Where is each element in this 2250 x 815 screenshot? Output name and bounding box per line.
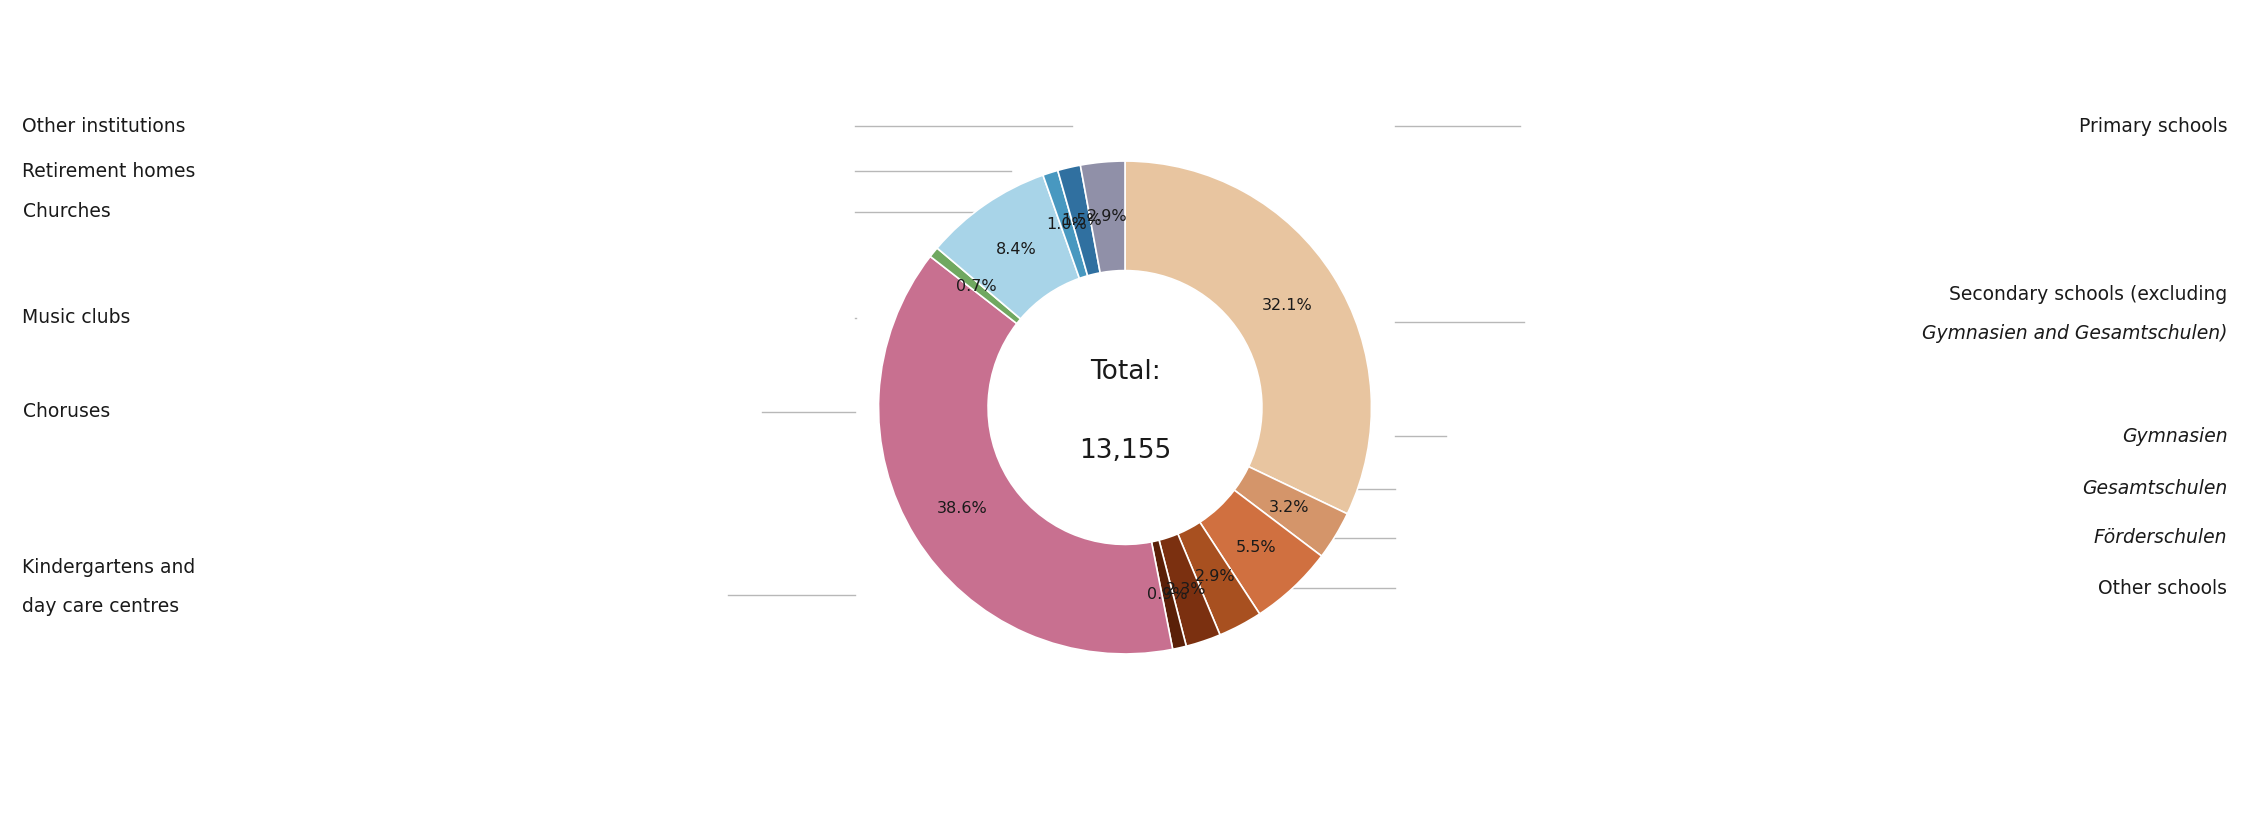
Wedge shape bbox=[936, 175, 1080, 319]
Text: Primary schools: Primary schools bbox=[2079, 117, 2228, 136]
Text: Förderschulen: Förderschulen bbox=[2095, 528, 2228, 548]
Wedge shape bbox=[929, 248, 1022, 324]
Text: 38.6%: 38.6% bbox=[936, 500, 988, 516]
Wedge shape bbox=[1080, 161, 1125, 273]
Wedge shape bbox=[1235, 466, 1348, 556]
Text: Churches: Churches bbox=[22, 202, 110, 222]
Text: 1.5%: 1.5% bbox=[1062, 214, 1102, 228]
Text: Retirement homes: Retirement homes bbox=[22, 161, 196, 181]
Wedge shape bbox=[1199, 490, 1321, 614]
Text: 0.7%: 0.7% bbox=[956, 280, 997, 294]
Text: Secondary schools (excluding: Secondary schools (excluding bbox=[1948, 285, 2228, 304]
Text: 5.5%: 5.5% bbox=[1235, 540, 1276, 555]
Text: 0.9%: 0.9% bbox=[1148, 587, 1188, 602]
Text: Kindergartens and: Kindergartens and bbox=[22, 558, 196, 577]
Text: 2.9%: 2.9% bbox=[1087, 209, 1127, 224]
Text: day care centres: day care centres bbox=[22, 597, 180, 615]
Text: 1.0%: 1.0% bbox=[1046, 218, 1087, 232]
Wedge shape bbox=[1152, 540, 1186, 650]
Text: Choruses: Choruses bbox=[22, 402, 110, 421]
Text: Other schools: Other schools bbox=[2099, 579, 2228, 598]
Text: 13,155: 13,155 bbox=[1080, 438, 1172, 464]
Wedge shape bbox=[878, 257, 1172, 654]
Wedge shape bbox=[1159, 534, 1220, 646]
Text: 8.4%: 8.4% bbox=[997, 242, 1037, 258]
Text: 3.2%: 3.2% bbox=[1269, 500, 1309, 514]
Text: Gymnasien and Gesamtschulen): Gymnasien and Gesamtschulen) bbox=[1922, 324, 2228, 342]
Text: Gesamtschulen: Gesamtschulen bbox=[2081, 479, 2228, 499]
Text: Gymnasien: Gymnasien bbox=[2122, 426, 2228, 446]
Wedge shape bbox=[1177, 522, 1260, 635]
Text: 2.3%: 2.3% bbox=[1166, 582, 1206, 597]
Text: 2.9%: 2.9% bbox=[1195, 570, 1235, 584]
Text: Other institutions: Other institutions bbox=[22, 117, 187, 136]
Wedge shape bbox=[1058, 165, 1100, 275]
Text: Total:: Total: bbox=[1089, 359, 1161, 385]
Text: Music clubs: Music clubs bbox=[22, 308, 130, 328]
Wedge shape bbox=[1125, 161, 1372, 513]
Wedge shape bbox=[1044, 170, 1087, 279]
Text: 32.1%: 32.1% bbox=[1262, 297, 1312, 313]
